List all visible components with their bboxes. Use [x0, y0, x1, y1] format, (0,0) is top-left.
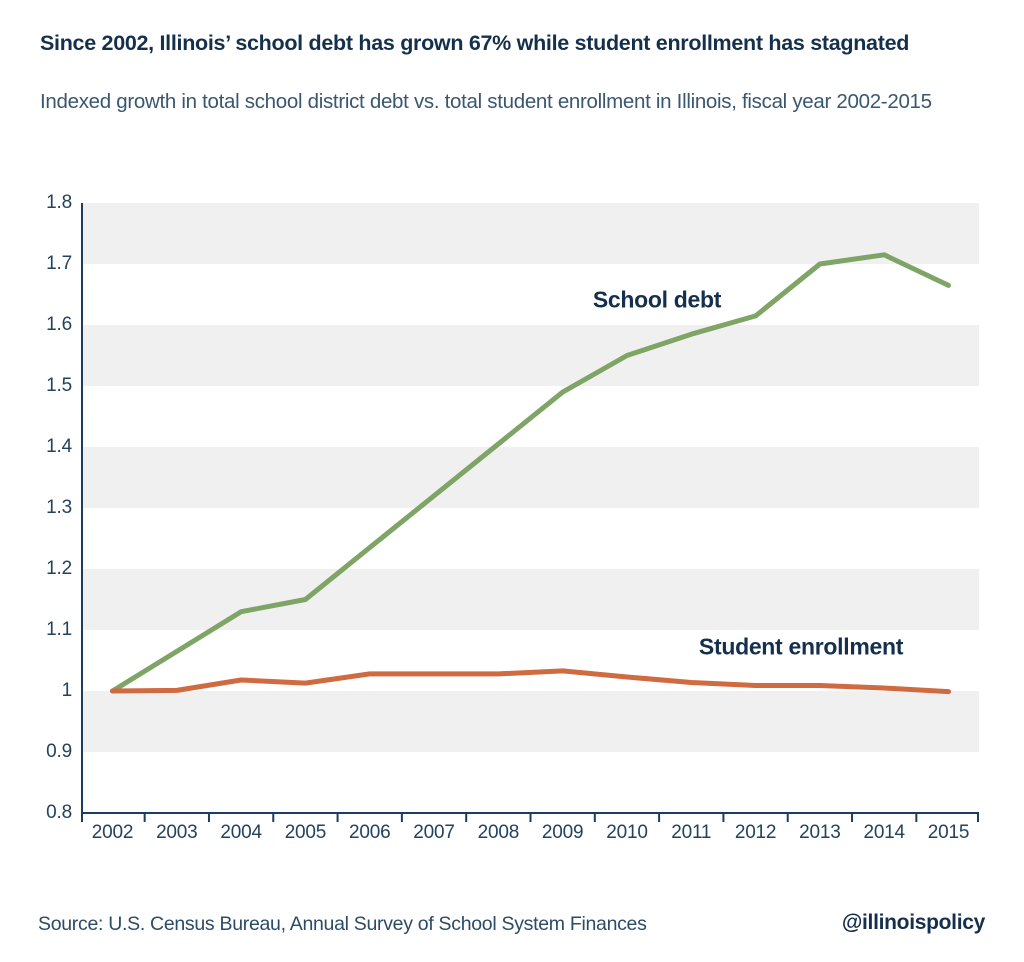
y-axis-label: 0.9	[46, 741, 72, 762]
x-axis-label: 2009	[541, 822, 584, 843]
x-axis-label: 2010	[606, 822, 648, 843]
x-axis-label: 2013	[799, 822, 841, 843]
y-axis-label: 1.3	[46, 497, 72, 518]
y-axis-label: 1.1	[46, 619, 72, 640]
y-axis-label: 0.8	[46, 802, 72, 823]
x-axis-label: 2007	[413, 822, 455, 843]
grid-band	[82, 325, 979, 386]
y-axis-label: 1.6	[46, 314, 72, 335]
plot-area	[81, 203, 979, 822]
x-axis-label: 2006	[348, 822, 391, 843]
x-axis-label: 2008	[477, 822, 520, 843]
x-axis-label: 2015	[927, 822, 970, 843]
y-axis-label: 1.4	[46, 436, 72, 457]
chart-subtitle: Indexed growth in total school district …	[40, 90, 932, 113]
y-axis-label: 1.7	[46, 253, 72, 274]
series-label-school-debt: School debt	[592, 286, 722, 313]
x-axis-label: 2002	[91, 822, 134, 843]
x-axis-label: 2014	[863, 822, 905, 843]
plot-svg	[81, 203, 979, 822]
y-axis-label: 1.5	[46, 375, 72, 396]
x-axis-label: 2005	[284, 822, 327, 843]
line-chart: 0.8 0.9 1 1.1 1.2 1.3 1.4 1.5 1.6 1.7 1.8 2002 2003…	[46, 192, 979, 843]
x-axis-label: 2011	[671, 822, 712, 843]
source-note: Source: U.S. Census Bureau, Annual Surve…	[38, 913, 647, 935]
series-label-student-enrollment: Student enrollment	[698, 633, 904, 660]
x-axis-label: 2012	[734, 822, 777, 843]
school-debt-line	[110, 252, 951, 694]
y-axis-label: 1	[61, 680, 73, 701]
grid-band	[82, 203, 979, 264]
chart-title: Since 2002, Illinois’ school debt has gr…	[40, 31, 910, 55]
y-axis-label: 1.2	[46, 558, 72, 579]
x-axis-label: 2003	[156, 822, 198, 843]
y-axis-label: 1.8	[46, 192, 72, 213]
brand-handle: @illinoispolicy	[841, 911, 985, 934]
student-enrollment-line	[110, 668, 951, 695]
grid-band	[82, 447, 979, 508]
grid-band	[82, 691, 979, 752]
x-axis-label: 2004	[220, 822, 262, 843]
